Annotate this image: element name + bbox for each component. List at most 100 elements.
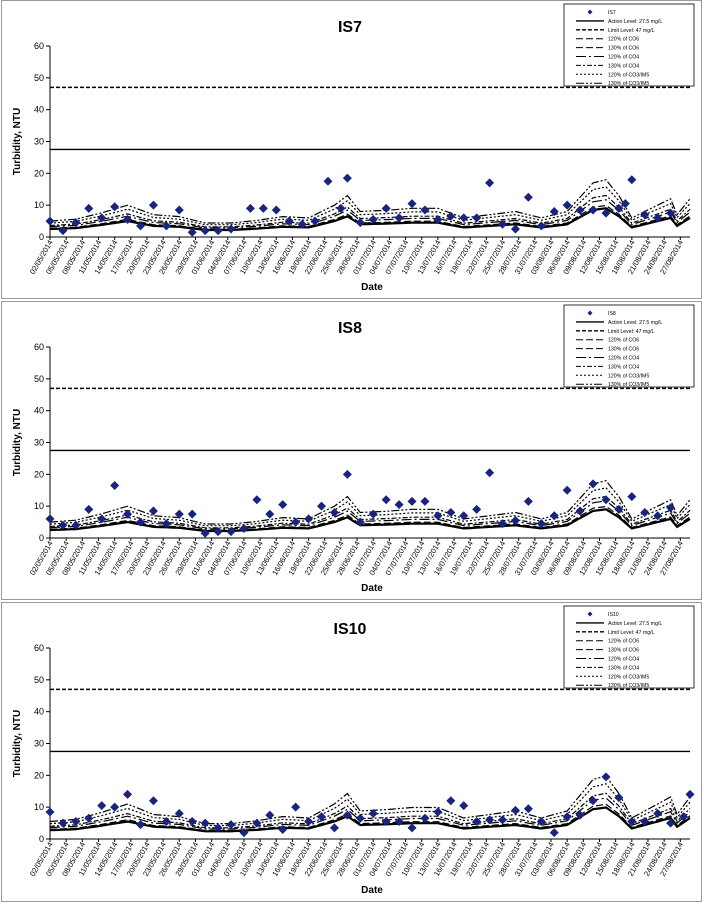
y-tick-label: 20 xyxy=(34,168,44,178)
reference-curve-2 xyxy=(49,505,691,531)
data-point xyxy=(110,202,120,212)
data-point xyxy=(278,500,288,510)
data-point xyxy=(510,515,520,525)
data-point xyxy=(245,203,255,213)
data-point xyxy=(368,509,378,519)
data-point xyxy=(265,509,275,519)
data-point xyxy=(498,815,508,825)
data-point xyxy=(640,816,650,826)
data-point xyxy=(97,801,107,811)
data-point xyxy=(355,218,365,228)
data-point xyxy=(575,205,585,215)
data-point xyxy=(329,823,339,833)
data-point xyxy=(148,796,158,806)
data-point xyxy=(640,508,650,518)
data-point xyxy=(549,207,559,217)
data-point xyxy=(562,812,572,822)
data-point xyxy=(45,807,55,817)
data-point xyxy=(342,173,352,183)
data-point xyxy=(614,504,624,514)
data-point xyxy=(588,479,598,489)
data-point xyxy=(446,796,456,806)
data-point xyxy=(161,519,171,529)
data-point xyxy=(523,496,533,506)
data-point xyxy=(58,226,68,236)
data-point xyxy=(45,514,55,524)
data-point xyxy=(148,200,158,210)
reference-curve-1 xyxy=(49,806,691,833)
data-point xyxy=(446,508,456,518)
data-point xyxy=(252,495,262,505)
y-tick-label: 20 xyxy=(34,469,44,479)
data-point xyxy=(588,796,598,806)
y-tick-label: 0 xyxy=(39,232,44,242)
legend-label: IS7 xyxy=(608,10,616,16)
legend-label: 130% of CO6 xyxy=(608,46,639,52)
data-point xyxy=(226,224,236,234)
data-point xyxy=(342,810,352,820)
data-point xyxy=(640,210,650,220)
data-point xyxy=(213,226,223,236)
data-point xyxy=(472,504,482,514)
data-point xyxy=(174,809,184,819)
reference-curve-4 xyxy=(49,792,691,829)
data-point xyxy=(97,213,107,223)
data-point xyxy=(549,511,559,521)
legend-label: 120% of CO6 xyxy=(608,338,639,344)
data-point xyxy=(110,802,120,812)
y-tick-label: 40 xyxy=(34,707,44,717)
data-point xyxy=(562,485,572,495)
y-tick-label: 10 xyxy=(34,501,44,511)
data-point xyxy=(291,517,301,527)
data-point xyxy=(187,227,197,237)
data-point xyxy=(420,205,430,215)
legend-marker xyxy=(587,9,593,15)
legend-label: 120% of CO6 xyxy=(608,639,639,645)
legend-label: 120% of CO3/IM5 xyxy=(608,674,649,680)
data-point xyxy=(336,203,346,213)
data-point xyxy=(161,221,171,231)
data-point xyxy=(523,804,533,814)
data-point xyxy=(407,823,417,833)
data-point xyxy=(342,469,352,479)
y-tick-label: 60 xyxy=(34,342,44,352)
legend-label: Action Level: 27.5 mg/L xyxy=(608,19,662,25)
legend-label: 130% of CO4 xyxy=(608,665,639,671)
data-point xyxy=(394,816,404,826)
data-point xyxy=(226,527,236,537)
y-tick-label: 50 xyxy=(34,374,44,384)
chart-title: IS10 xyxy=(334,621,367,638)
legend-label: 130% of CO4 xyxy=(608,364,639,370)
legend-label: IS10 xyxy=(608,612,619,618)
legend-label: 130% of CO6 xyxy=(608,648,639,654)
y-tick-label: 30 xyxy=(34,739,44,749)
chart-title: IS8 xyxy=(338,320,362,337)
data-point xyxy=(317,812,327,822)
reference-curve-4 xyxy=(49,194,691,228)
data-point xyxy=(297,219,307,229)
data-point xyxy=(485,178,495,188)
data-point xyxy=(200,818,210,828)
data-point xyxy=(187,816,197,826)
data-point xyxy=(498,219,508,229)
data-point xyxy=(601,208,611,218)
legend-label: 120% of CO3/IM5 xyxy=(608,373,649,379)
data-point xyxy=(123,214,133,224)
data-point xyxy=(148,506,158,516)
data-point xyxy=(213,527,223,537)
data-point xyxy=(368,809,378,819)
data-point xyxy=(666,208,676,218)
data-point xyxy=(71,520,81,530)
data-point xyxy=(446,211,456,221)
data-point xyxy=(523,192,533,202)
data-point xyxy=(123,509,133,519)
data-point xyxy=(174,509,184,519)
data-point xyxy=(433,807,443,817)
x-axis-label: Date xyxy=(361,583,383,594)
y-tick-label: 10 xyxy=(34,802,44,812)
data-point xyxy=(355,813,365,823)
data-point xyxy=(498,519,508,529)
data-point xyxy=(174,205,184,215)
data-point xyxy=(472,213,482,223)
